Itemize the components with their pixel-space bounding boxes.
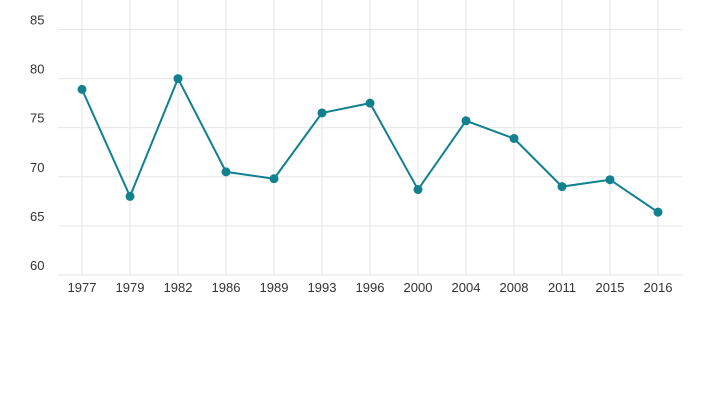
x-tick-label-1986: 1986 [212, 280, 241, 295]
y-axis-tick-labels: 60 65 70 75 80 85 [30, 12, 44, 273]
x-tick-label-1979: 1979 [116, 280, 145, 295]
data-point-1979[interactable] [125, 191, 135, 201]
data-point-2004[interactable] [461, 116, 471, 126]
series-layer [77, 74, 663, 217]
x-axis-tick-labels: 1977 1979 1982 1986 1989 1993 1996 2000 2004 2008… [68, 280, 673, 295]
x-tick-label-1982: 1982 [164, 280, 193, 295]
data-point-2000[interactable] [413, 185, 423, 195]
data-point-2016[interactable] [653, 207, 663, 217]
x-tick-label-1977: 1977 [68, 280, 97, 295]
vertical-gridlines [81, 0, 659, 275]
y-tick-label-60: 60 [30, 258, 44, 273]
y-tick-label-70: 70 [30, 160, 44, 175]
x-tick-label-2015: 2015 [596, 280, 625, 295]
data-point-1986[interactable] [221, 167, 231, 177]
x-tick-label-2008: 2008 [500, 280, 529, 295]
y-tick-label-85: 85 [30, 12, 44, 27]
data-point-2008[interactable] [509, 133, 519, 143]
x-tick-label-2004: 2004 [452, 280, 481, 295]
x-tick-label-1989: 1989 [260, 280, 289, 295]
y-tick-label-65: 65 [30, 209, 44, 224]
data-point-2011[interactable] [557, 182, 567, 192]
data-point-1977[interactable] [77, 84, 87, 94]
x-tick-label-2011: 2011 [548, 280, 576, 295]
data-point-1993[interactable] [317, 108, 327, 118]
data-point-1996[interactable] [365, 98, 375, 108]
x-tick-label-2016: 2016 [644, 280, 673, 295]
data-point-1989[interactable] [269, 174, 279, 184]
y-tick-label-75: 75 [30, 111, 44, 126]
y-tick-label-80: 80 [30, 62, 44, 77]
data-point-2015[interactable] [605, 175, 615, 185]
data-point-1982[interactable] [173, 74, 183, 84]
x-tick-label-1993: 1993 [308, 280, 337, 295]
x-tick-label-2000: 2000 [404, 280, 433, 295]
x-tick-label-1996: 1996 [356, 280, 385, 295]
